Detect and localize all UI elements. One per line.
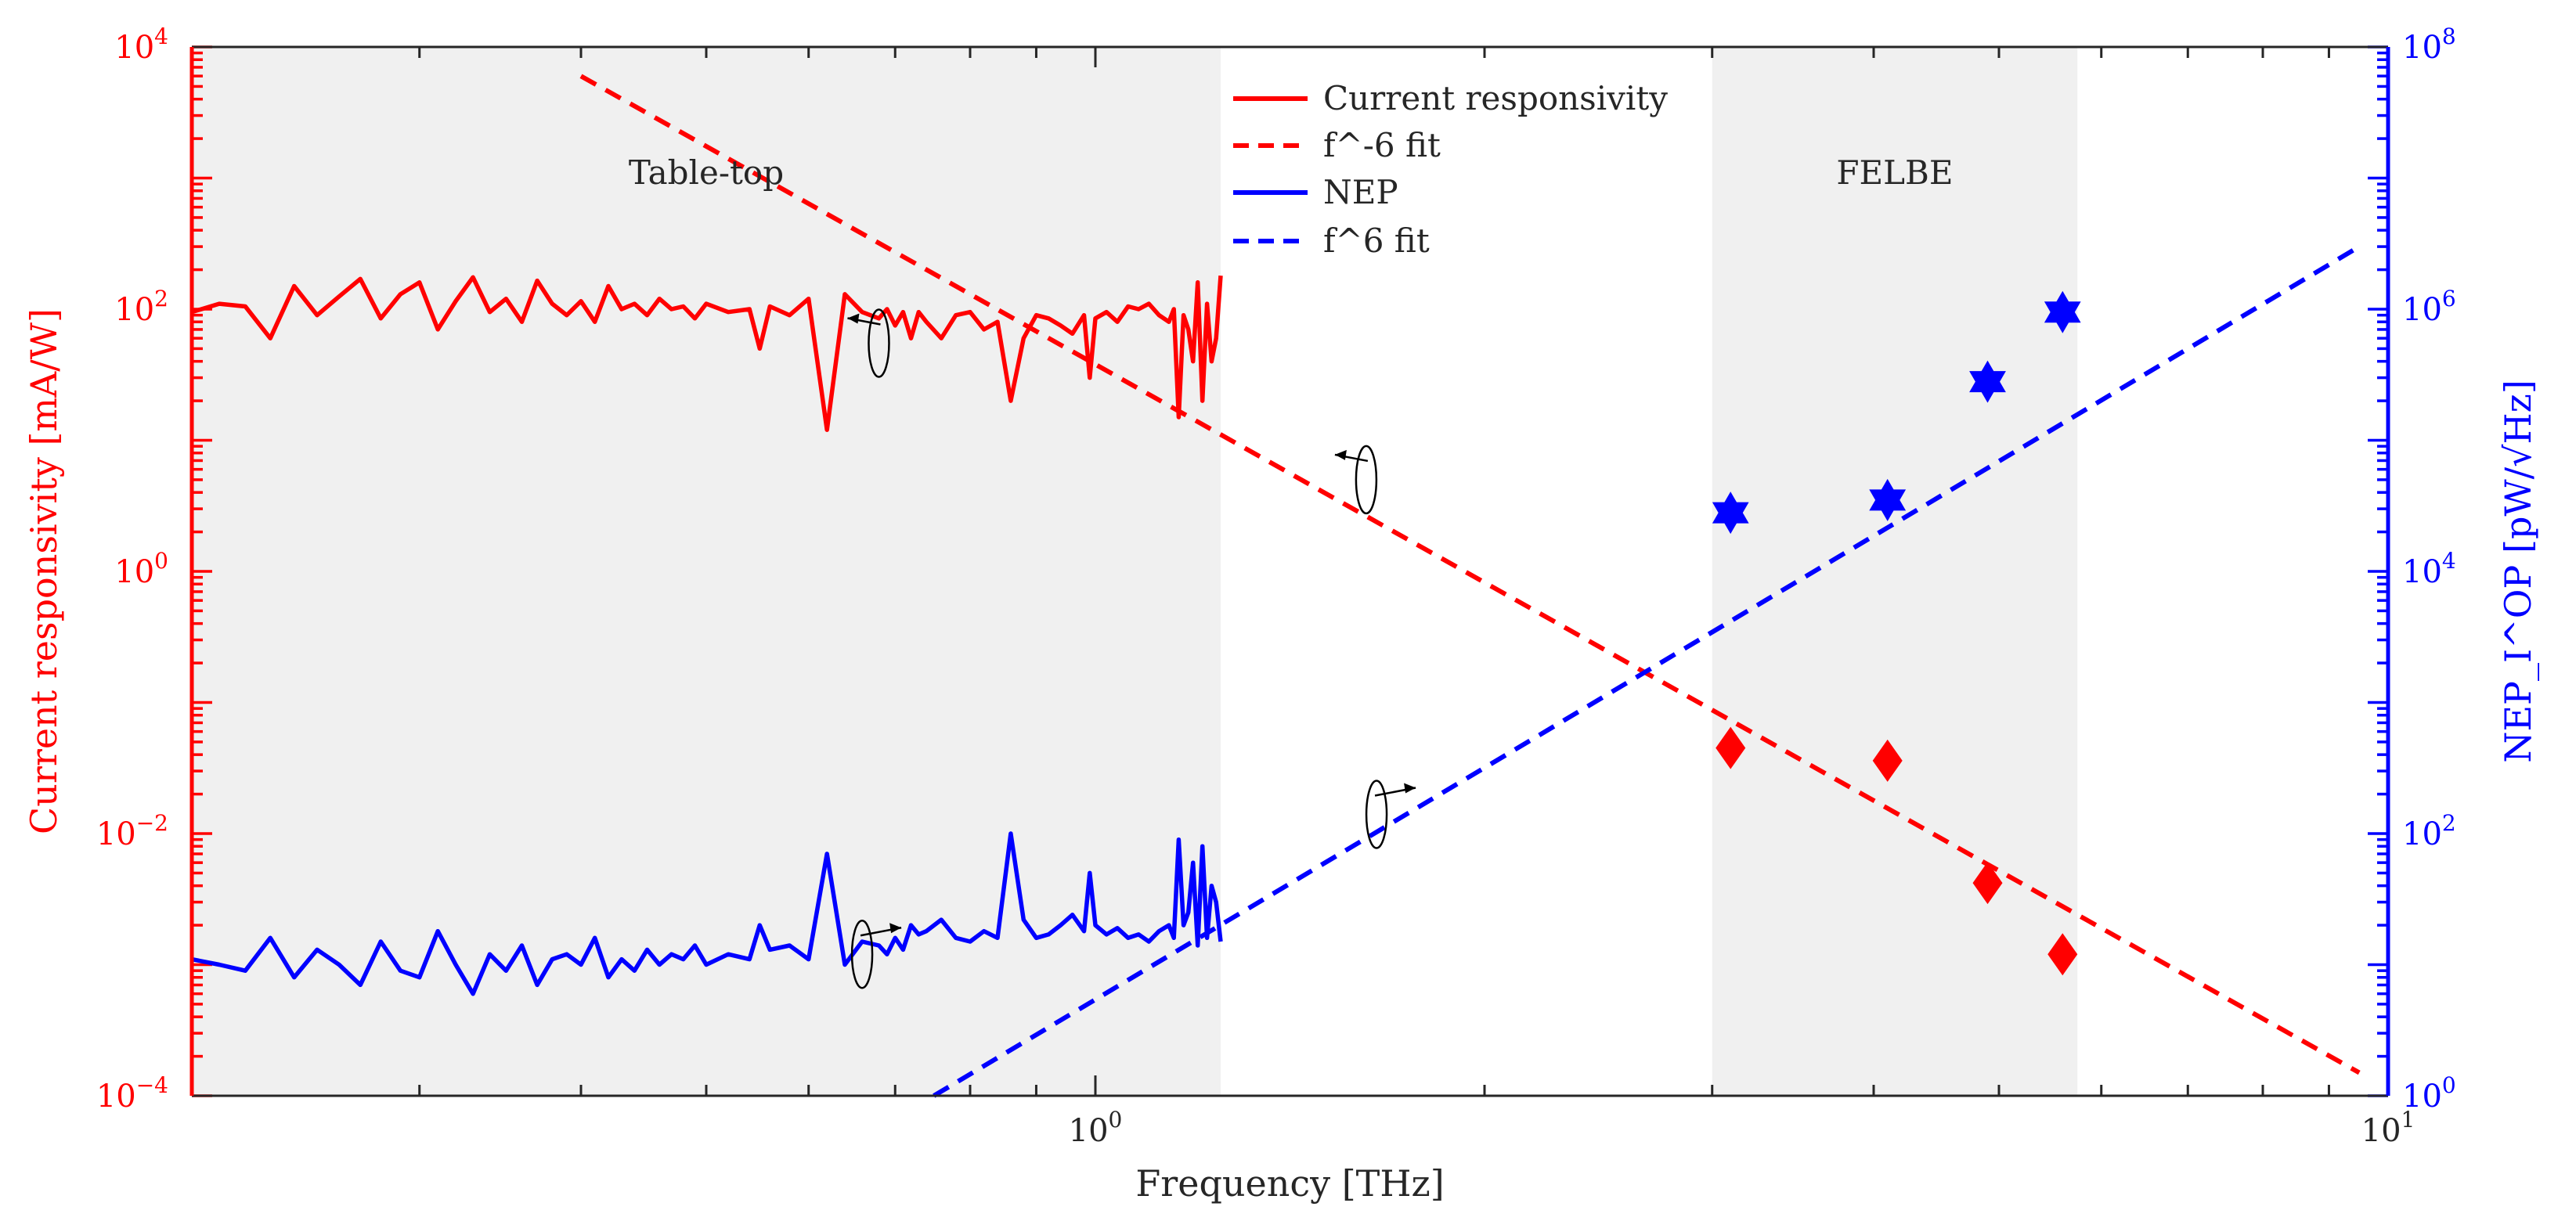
data-point-hexagram [2044, 290, 2081, 333]
marker-layer [1712, 290, 2081, 976]
y-right-tick-label: 102 [2402, 810, 2456, 852]
legend-label-2: NEP [1323, 173, 1398, 211]
data-point-diamond [1872, 739, 1903, 782]
region-felbe [1712, 47, 2078, 1096]
axis-indicator-left [1334, 445, 1378, 515]
indicator-ellipse [1365, 780, 1388, 849]
region-label: FELBE [1836, 153, 1953, 192]
y-left-tick-label: 10−2 [96, 810, 168, 852]
data-point-diamond [1716, 726, 1746, 769]
y-right-tick-label: 100 [2402, 1072, 2456, 1115]
axis-indicator-right [1365, 780, 1416, 849]
series-line-2 [191, 831, 1223, 996]
x-axis-label: Frequency [THz] [1135, 1162, 1444, 1205]
y-left-tick-label: 10−4 [96, 1072, 168, 1115]
indicator-arrow-head [1404, 783, 1416, 794]
axes-frame [189, 45, 2390, 1097]
hexagram-tri-down [1869, 489, 1907, 521]
legend: Current responsivity f^-6 fit NEP f^6 fit [1233, 79, 1668, 260]
series-line-3 [933, 244, 2361, 1098]
y-left-tick-label: 104 [114, 23, 168, 66]
hexagram-tri-down [1969, 371, 2006, 403]
y-left-axis-label: Current responsivity [mA/W] [23, 308, 65, 834]
indicator-arrow-head [889, 923, 902, 934]
region-table-top [192, 47, 1221, 1096]
data-point-diamond [1972, 862, 2003, 905]
hexagram-tri-down [2044, 301, 2081, 333]
axis-indicator-right [850, 919, 902, 989]
axis-indicator-layer [847, 308, 1416, 989]
legend-label-0: Current responsivity [1323, 79, 1668, 117]
y-left-tick-label: 102 [114, 286, 168, 328]
y-right-axis-label: NEP_I^OP [pW/√Hz] [2497, 380, 2539, 763]
legend-label-1: f^-6 fit [1323, 126, 1441, 164]
indicator-arrow-head [847, 313, 860, 324]
y-right-tick-label: 108 [2402, 23, 2456, 66]
data-point-hexagram [1969, 360, 2006, 403]
series-line-1 [579, 74, 2361, 1075]
data-point-diamond [2047, 933, 2078, 976]
x-tick-label: 101 [2361, 1107, 2415, 1149]
series-layer [191, 74, 2361, 1098]
shaded-regions [192, 47, 2078, 1096]
hexagram-tri-down [1712, 502, 1749, 535]
indicator-ellipse [1355, 445, 1378, 515]
data-point-hexagram [1712, 492, 1749, 535]
indicator-ellipse [850, 919, 874, 989]
axis-indicator-left [847, 308, 890, 378]
x-tick-label: 100 [1069, 1107, 1123, 1149]
indicator-arrow-head [1334, 449, 1347, 460]
region-label: Table-top [629, 153, 784, 192]
legend-label-3: f^6 fit [1323, 222, 1430, 260]
y-right-tick-label: 106 [2402, 286, 2456, 328]
series-line-0 [191, 275, 1223, 432]
y-right-tick-label: 104 [2402, 548, 2456, 590]
data-point-hexagram [1869, 478, 1907, 521]
indicator-ellipse [868, 308, 890, 378]
y-left-tick-label: 100 [114, 548, 168, 590]
